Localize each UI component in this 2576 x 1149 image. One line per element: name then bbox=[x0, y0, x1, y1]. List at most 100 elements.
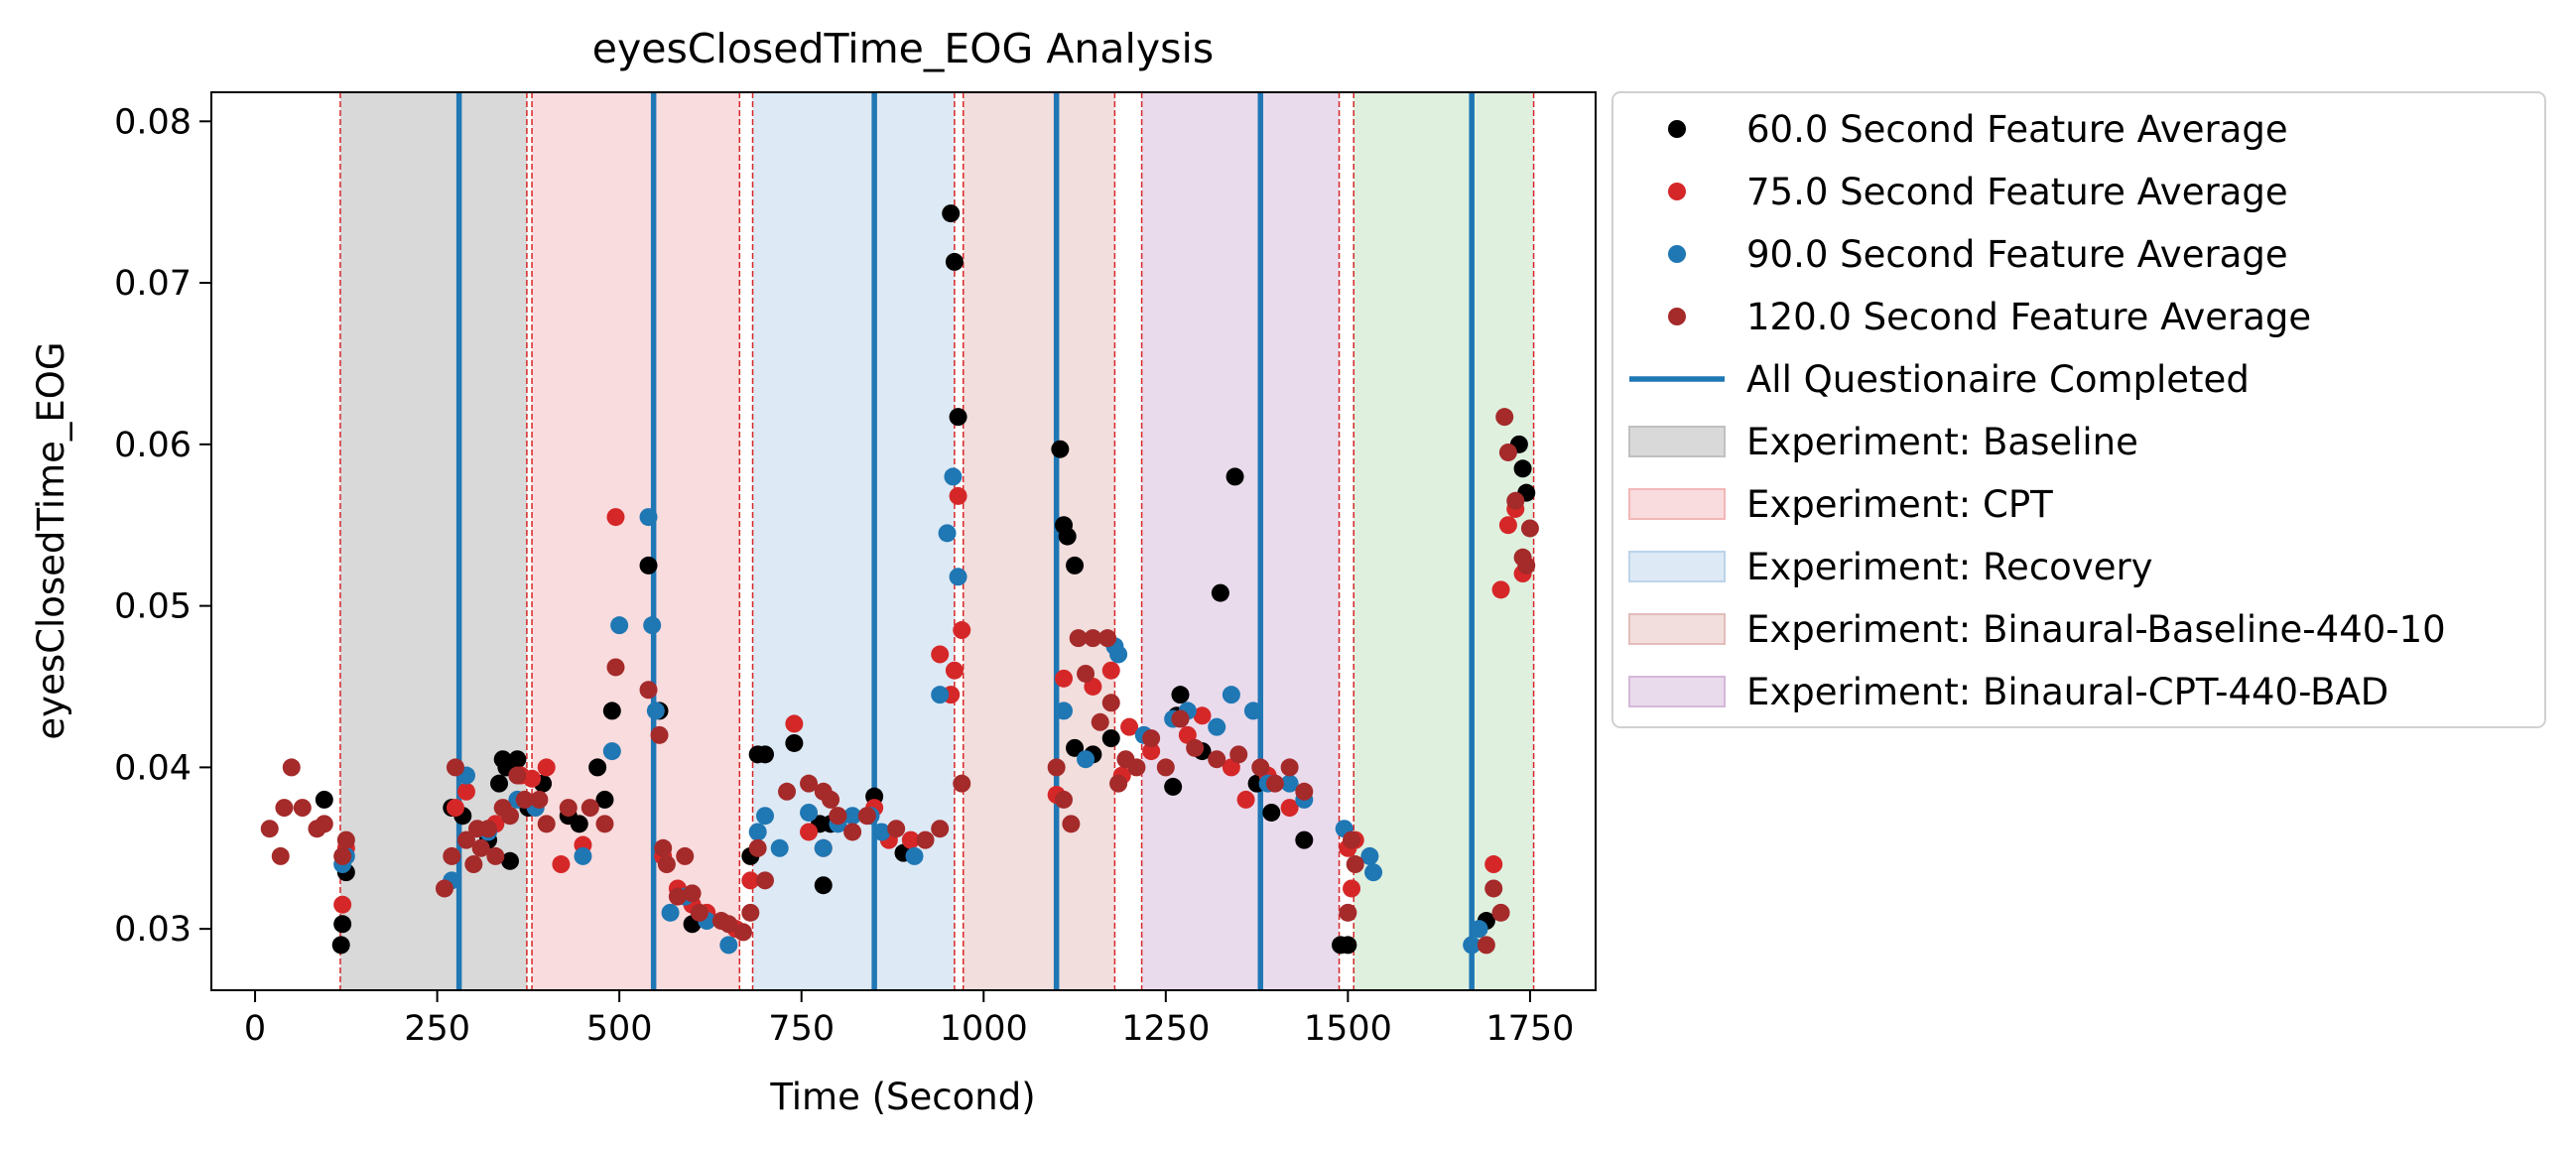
data-point bbox=[770, 838, 789, 857]
data-point bbox=[464, 855, 483, 874]
data-point bbox=[333, 846, 352, 865]
plot-frame bbox=[210, 91, 1597, 991]
data-point bbox=[1066, 738, 1085, 757]
data-point bbox=[1109, 645, 1128, 664]
legend-item: Experiment: CPT bbox=[1628, 483, 2053, 526]
data-point bbox=[271, 846, 290, 865]
data-point bbox=[953, 621, 971, 640]
data-point bbox=[1463, 936, 1481, 955]
data-point bbox=[668, 887, 687, 906]
data-point bbox=[471, 838, 490, 857]
data-point bbox=[479, 820, 497, 838]
data-point bbox=[446, 758, 464, 777]
data-point bbox=[1491, 903, 1510, 922]
data-point bbox=[1229, 745, 1248, 764]
x-tick-label: 750 bbox=[768, 1009, 835, 1049]
data-point bbox=[1211, 583, 1229, 602]
data-point bbox=[785, 714, 804, 733]
data-point bbox=[331, 936, 350, 955]
data-point bbox=[1498, 443, 1517, 461]
data-point bbox=[1101, 729, 1120, 748]
data-point bbox=[944, 467, 963, 486]
data-point bbox=[610, 616, 629, 635]
x-axis-ticks: 0 250 500 750 1000 1250 1500 1750 bbox=[244, 990, 1574, 1049]
data-point bbox=[490, 774, 509, 793]
data-point bbox=[646, 702, 665, 720]
data-point bbox=[1058, 527, 1077, 546]
data-point bbox=[1295, 782, 1314, 801]
data-point bbox=[719, 915, 738, 934]
data-point bbox=[559, 799, 578, 818]
data-point bbox=[1513, 459, 1532, 478]
data-point bbox=[887, 820, 906, 838]
data-point bbox=[843, 823, 862, 841]
data-point bbox=[916, 830, 935, 849]
data-point bbox=[829, 807, 847, 826]
data-point bbox=[501, 851, 520, 870]
data-point bbox=[315, 790, 333, 809]
data-point bbox=[1343, 879, 1361, 898]
legend-label: Experiment: Recovery bbox=[1746, 546, 2153, 588]
data-point bbox=[336, 830, 355, 849]
data-point bbox=[523, 769, 542, 788]
data-point bbox=[606, 658, 625, 677]
data-point bbox=[1243, 702, 1262, 720]
data-point bbox=[1055, 702, 1074, 720]
x-tick-label: 1500 bbox=[1304, 1009, 1392, 1049]
chart-title: eyesClosedTime_EOG Analysis bbox=[592, 25, 1215, 72]
legend: 60.0 Second Feature Average 75.0 Second F… bbox=[1611, 91, 2546, 728]
data-point bbox=[1208, 750, 1226, 769]
data-point bbox=[570, 815, 588, 833]
data-point bbox=[275, 799, 294, 818]
legend-item: Experiment: Binaural-Baseline-440-10 bbox=[1628, 608, 2446, 651]
data-point bbox=[857, 807, 876, 826]
data-point bbox=[595, 815, 614, 833]
y-tick-label: 0.05 bbox=[114, 587, 192, 627]
data-point bbox=[1109, 774, 1128, 793]
data-point bbox=[953, 774, 971, 793]
data-point bbox=[905, 846, 924, 865]
data-point bbox=[814, 876, 833, 895]
data-point bbox=[945, 252, 964, 271]
data-point bbox=[552, 855, 571, 874]
data-point bbox=[1280, 774, 1299, 793]
data-point bbox=[1186, 738, 1205, 757]
data-point bbox=[588, 758, 607, 777]
data-point bbox=[333, 895, 352, 914]
data-point bbox=[1098, 629, 1117, 648]
legend-box bbox=[1611, 91, 2546, 728]
legend-item: Experiment: Recovery bbox=[1628, 546, 2153, 588]
data-point bbox=[508, 766, 527, 785]
data-point bbox=[1477, 936, 1495, 955]
data-point bbox=[1343, 830, 1361, 849]
data-point bbox=[515, 790, 534, 809]
data-point bbox=[756, 871, 774, 890]
data-point bbox=[639, 556, 658, 574]
y-tick-label: 0.03 bbox=[114, 910, 192, 950]
data-point bbox=[676, 846, 695, 865]
data-point bbox=[1193, 706, 1212, 725]
data-point bbox=[1127, 758, 1146, 777]
data-point bbox=[537, 758, 556, 777]
legend-item: 60.0 Second Feature Average bbox=[1668, 108, 2288, 151]
y-tick-label: 0.08 bbox=[114, 102, 192, 142]
phase-boundary-lines bbox=[339, 92, 1535, 990]
x-axis-label: Time (Second) bbox=[769, 1076, 1035, 1118]
data-point bbox=[486, 846, 505, 865]
data-point bbox=[602, 702, 621, 720]
data-point bbox=[800, 823, 819, 841]
data-point bbox=[756, 807, 774, 826]
data-point bbox=[1055, 669, 1074, 688]
data-point bbox=[315, 815, 333, 833]
data-point bbox=[931, 645, 950, 664]
legend-item: Experiment: Binaural-CPT-440-BAD bbox=[1628, 671, 2388, 713]
legend-label: Experiment: Binaural-CPT-440-BAD bbox=[1746, 671, 2388, 713]
data-point bbox=[719, 936, 738, 955]
legend-marker bbox=[1668, 120, 1686, 138]
data-point bbox=[1339, 903, 1357, 922]
data-point bbox=[661, 903, 680, 922]
data-point bbox=[1295, 830, 1314, 849]
data-point bbox=[1077, 664, 1095, 683]
data-point bbox=[1101, 661, 1120, 680]
data-point bbox=[822, 790, 840, 809]
